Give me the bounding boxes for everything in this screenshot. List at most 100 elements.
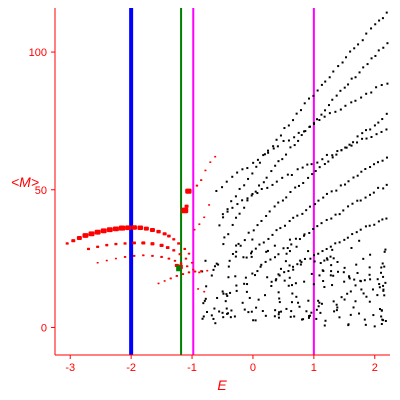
red-point — [123, 255, 127, 258]
black-point-series — [201, 11, 389, 328]
black-point — [316, 161, 319, 164]
black-point — [359, 228, 362, 231]
black-point — [349, 50, 352, 53]
black-point — [267, 151, 270, 154]
black-point — [310, 272, 313, 275]
black-point — [378, 283, 381, 286]
red-point — [142, 254, 145, 257]
black-point — [330, 264, 333, 267]
black-point — [300, 134, 303, 137]
black-point — [306, 163, 309, 166]
black-point — [330, 217, 333, 220]
black-point — [284, 260, 287, 263]
black-point — [244, 276, 247, 279]
black-point — [365, 295, 368, 298]
red-point — [185, 188, 192, 194]
black-point — [347, 83, 350, 86]
black-point — [343, 266, 346, 269]
black-point — [354, 300, 357, 303]
black-point — [286, 247, 289, 250]
red-point — [105, 259, 108, 262]
black-point — [239, 244, 242, 247]
black-point — [328, 112, 331, 115]
red-point-series — [65, 155, 217, 293]
black-point — [363, 318, 366, 321]
red-point — [132, 254, 136, 257]
black-point — [281, 158, 284, 161]
black-point — [350, 77, 353, 80]
black-point — [373, 163, 376, 166]
red-point — [96, 245, 100, 248]
red-point — [96, 261, 99, 264]
black-point — [318, 301, 321, 304]
black-point — [205, 285, 208, 288]
black-point — [323, 163, 326, 166]
red-point — [88, 231, 95, 237]
black-point — [215, 262, 218, 265]
black-point — [277, 313, 280, 316]
black-point — [235, 216, 238, 219]
black-point — [305, 310, 308, 313]
black-point — [324, 109, 327, 112]
black-point — [243, 206, 246, 209]
black-point — [339, 89, 342, 92]
black-point — [368, 224, 371, 227]
red-point — [118, 225, 126, 231]
black-point — [246, 199, 249, 202]
black-point — [300, 318, 303, 321]
black-point — [375, 133, 378, 136]
black-point — [385, 11, 388, 14]
red-point — [172, 238, 176, 241]
black-point — [329, 255, 332, 258]
black-point — [285, 252, 288, 255]
black-point — [383, 294, 386, 297]
red-point — [203, 216, 206, 219]
black-point — [331, 248, 334, 251]
black-point — [216, 296, 219, 299]
black-point — [365, 92, 368, 95]
black-point — [252, 161, 255, 164]
black-point — [251, 172, 254, 175]
black-point — [313, 254, 316, 257]
black-point — [265, 176, 268, 179]
black-point — [277, 253, 280, 256]
black-point — [299, 263, 302, 266]
black-point — [233, 315, 236, 318]
black-point — [348, 143, 351, 146]
red-point — [123, 242, 127, 245]
black-point — [237, 242, 240, 245]
black-point — [247, 311, 250, 314]
black-point — [363, 279, 366, 282]
black-point — [385, 112, 388, 115]
red-point — [184, 204, 189, 208]
black-point — [312, 283, 315, 286]
black-point — [310, 311, 313, 314]
black-point — [289, 146, 292, 149]
black-point — [231, 252, 234, 255]
black-point — [386, 82, 389, 85]
black-point — [270, 280, 273, 283]
black-point — [354, 76, 357, 79]
black-point — [227, 276, 230, 279]
black-point — [342, 209, 345, 212]
black-point — [362, 292, 365, 295]
black-point — [369, 128, 372, 131]
black-point — [243, 282, 246, 285]
black-point — [294, 237, 297, 240]
black-point — [265, 214, 268, 217]
black-point — [380, 309, 383, 312]
black-point — [243, 239, 246, 242]
black-point — [323, 324, 326, 327]
black-point — [328, 76, 331, 79]
red-point — [114, 242, 118, 246]
black-point — [365, 129, 368, 132]
black-point — [299, 259, 302, 262]
black-point — [352, 141, 355, 144]
black-point — [283, 127, 286, 130]
black-point — [334, 242, 337, 245]
black-point — [226, 294, 229, 297]
red-point — [131, 225, 137, 230]
black-point — [245, 256, 248, 259]
black-point — [266, 186, 269, 189]
black-point — [273, 315, 276, 318]
